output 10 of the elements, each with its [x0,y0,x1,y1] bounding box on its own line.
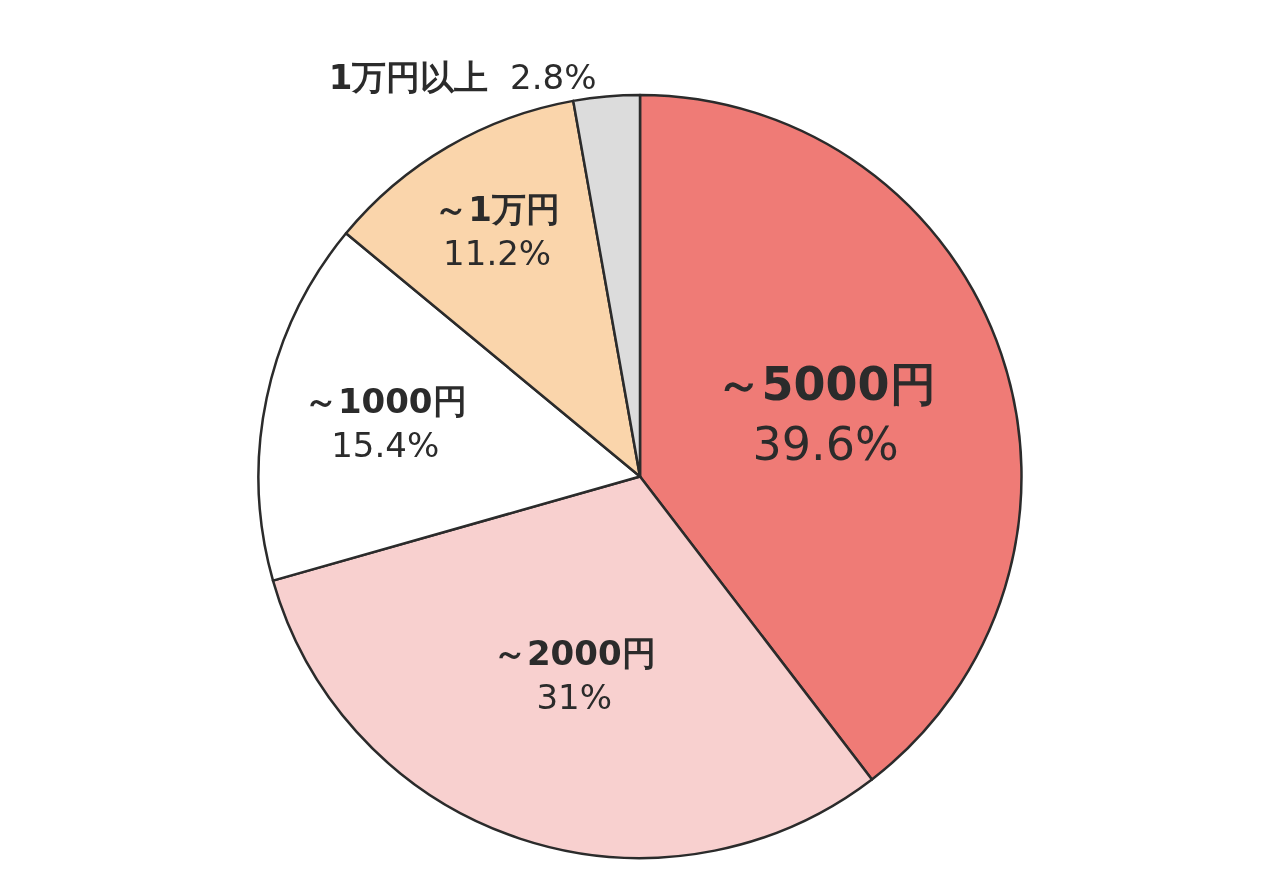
slice-label: 1万円以上 [328,56,489,97]
slice-label: ～2000円 [492,632,656,673]
slice-label: ～1万円 [434,189,560,230]
data-label: 39.6% [752,416,899,471]
data-label: 11.2% [443,233,552,274]
data-label: 2.8% [510,56,597,97]
slice-label: ～5000円 [715,356,936,411]
slice-label: ～1000円 [303,380,467,421]
data-label: 15.4% [331,425,440,465]
data-label: 31% [536,676,613,717]
